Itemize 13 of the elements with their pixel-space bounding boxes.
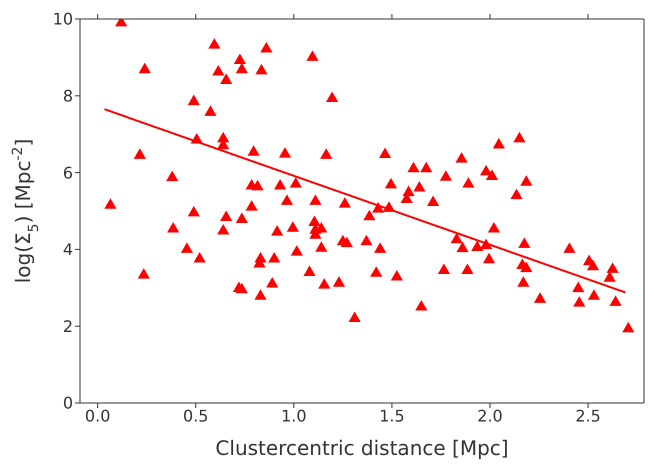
x-tick-label: 1.5: [379, 406, 405, 426]
y-tick-label: 4: [62, 240, 73, 260]
y-tick-label: 8: [62, 86, 73, 106]
x-axis-title: Clustercentric distance [Mpc]: [215, 436, 509, 460]
x-tick-label: 2.5: [575, 406, 601, 426]
y-tick-label: 2: [62, 316, 73, 336]
x-tick-label: 1.0: [281, 406, 307, 426]
y-tick-label: 6: [62, 163, 73, 182]
x-tick-label: 2.0: [477, 406, 503, 426]
x-tick-label: 0.5: [183, 406, 208, 426]
y-tick-label: 0: [62, 394, 73, 413]
y-tick-label: 10: [52, 10, 73, 29]
x-tick-label: 0.0: [84, 406, 110, 426]
